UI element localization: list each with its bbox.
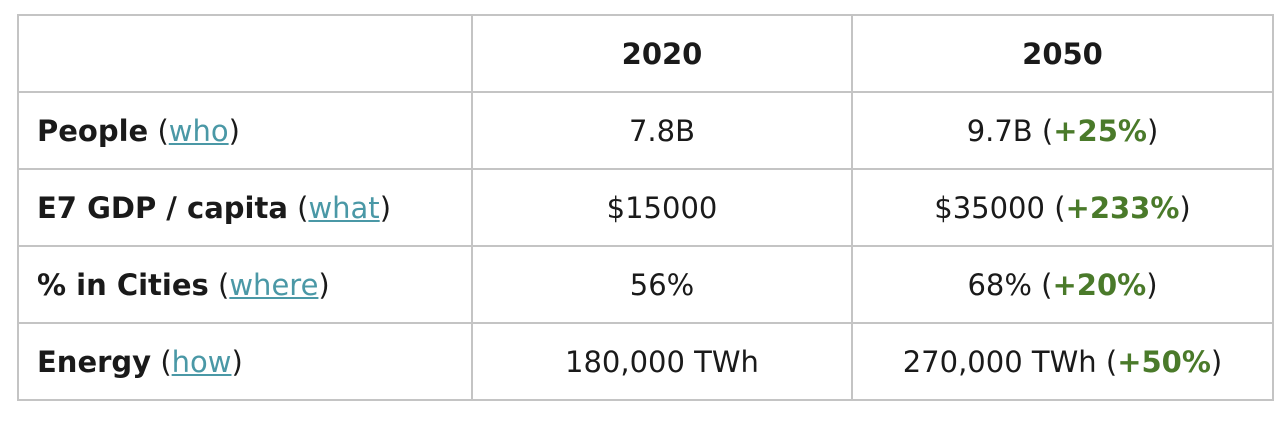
- column-header: 2050: [851, 14, 1274, 93]
- row-label-cell: E7 GDP / capita (what): [17, 168, 473, 247]
- bracket: ): [228, 113, 240, 148]
- info-link[interactable]: where: [229, 267, 319, 302]
- bracket: (: [218, 267, 230, 302]
- value-cell: 270,000 TWh (+50%): [851, 322, 1274, 401]
- table-row: % in Cities (where) 56% 68% (+20%): [17, 245, 1274, 324]
- bracket: (: [297, 190, 309, 225]
- header-row: 2020 2050: [17, 14, 1274, 93]
- row-label: E7 GDP / capita: [37, 190, 288, 225]
- change: +25%: [1053, 113, 1147, 148]
- table-row: People (who) 7.8B 9.7B (+25%): [17, 91, 1274, 170]
- value-2050: $35000: [934, 190, 1045, 225]
- info-link[interactable]: what: [308, 190, 380, 225]
- table-row: E7 GDP / capita (what) $15000 $35000 (+233…: [17, 168, 1274, 247]
- bracket: (: [157, 113, 169, 148]
- value-2050: 9.7B: [966, 113, 1033, 148]
- value-cell: 68% (+20%): [851, 245, 1274, 324]
- value-2050: 270,000 TWh: [902, 344, 1097, 379]
- data-table: 2020 2050 People (who) 7.8B 9.7B (+25%) E7 G…: [17, 14, 1274, 401]
- value-2020: 180,000 TWh: [565, 344, 759, 379]
- change: +20%: [1052, 267, 1147, 302]
- bracket: (: [1041, 113, 1054, 148]
- bracket: ): [1179, 190, 1191, 225]
- info-link[interactable]: who: [168, 113, 229, 148]
- table-row: Energy (how) 180,000 TWh 270,000 TWh (+50%…: [17, 322, 1274, 401]
- value-cell: 9.7B (+25%): [851, 91, 1274, 170]
- bracket: ): [318, 267, 330, 302]
- bracket: (: [1105, 344, 1118, 379]
- value-2050: 68%: [967, 267, 1032, 302]
- value-cell: $15000: [471, 168, 853, 247]
- row-label: People: [37, 113, 149, 148]
- bracket: ): [1210, 344, 1223, 379]
- value-2020: $15000: [606, 190, 718, 225]
- value-cell: 56%: [471, 245, 853, 324]
- bracket: ): [1146, 267, 1158, 302]
- row-label: Energy: [37, 344, 152, 379]
- bracket: ): [379, 190, 392, 225]
- bracket: ): [231, 344, 243, 379]
- row-label: % in Cities: [37, 267, 209, 302]
- value-cell: 7.8B: [471, 91, 853, 170]
- row-label-cell: Energy (how): [17, 322, 473, 401]
- value-2020: 7.8B: [628, 113, 695, 148]
- column-header: 2020: [471, 14, 853, 93]
- bracket: (: [160, 344, 172, 379]
- change: +50%: [1117, 344, 1211, 379]
- bracket: (: [1054, 190, 1066, 225]
- bracket: (: [1041, 267, 1053, 302]
- value-cell: $35000 (+233%): [851, 168, 1274, 247]
- row-label-cell: % in Cities (where): [17, 245, 473, 324]
- bracket: ): [1146, 113, 1159, 148]
- value-2020: 56%: [629, 267, 695, 302]
- change: +233%: [1065, 190, 1180, 225]
- corner-cell: [17, 14, 473, 93]
- row-label-cell: People (who): [17, 91, 473, 170]
- info-link[interactable]: how: [171, 344, 232, 379]
- value-cell: 180,000 TWh: [471, 322, 853, 401]
